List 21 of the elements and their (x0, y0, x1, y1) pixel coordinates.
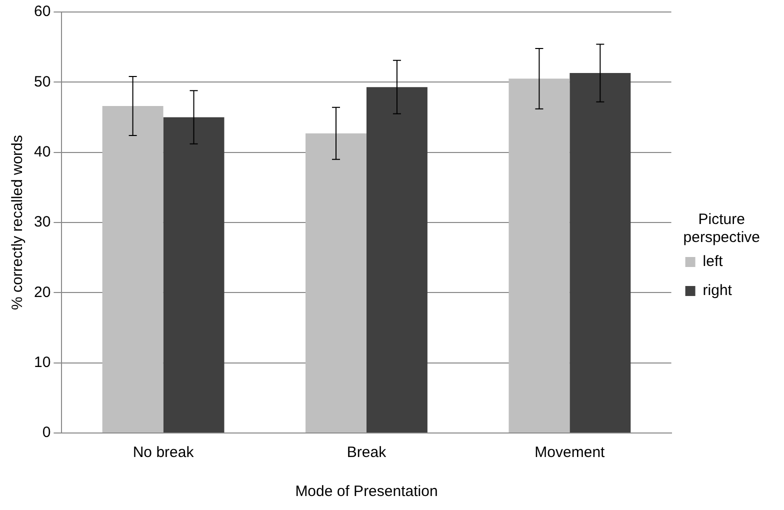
legend-label: right (702, 282, 733, 300)
bar (508, 78, 570, 432)
y-tick-label: 10 (34, 354, 51, 371)
legend-label: left (702, 253, 724, 270)
y-axis-title: % correctly recalled words (9, 134, 26, 310)
bar (102, 106, 164, 432)
legend-title: Picture perspective (683, 211, 760, 246)
y-tick-label: 50 (34, 73, 51, 90)
x-tick-label: Break (346, 444, 387, 462)
y-tick-label: 30 (34, 214, 51, 231)
y-tick-label: 40 (34, 143, 51, 160)
x-tick-label: Movement (534, 444, 606, 462)
bar (163, 117, 224, 432)
y-tick-label: 20 (34, 284, 51, 301)
x-axis-title: Mode of Presentation (295, 483, 438, 500)
bar (366, 87, 428, 432)
x-tick-label: No break (132, 444, 194, 462)
y-tick-label: 60 (34, 3, 51, 20)
bar (306, 133, 366, 432)
y-tick-label: 0 (42, 424, 51, 442)
bar (570, 73, 631, 432)
